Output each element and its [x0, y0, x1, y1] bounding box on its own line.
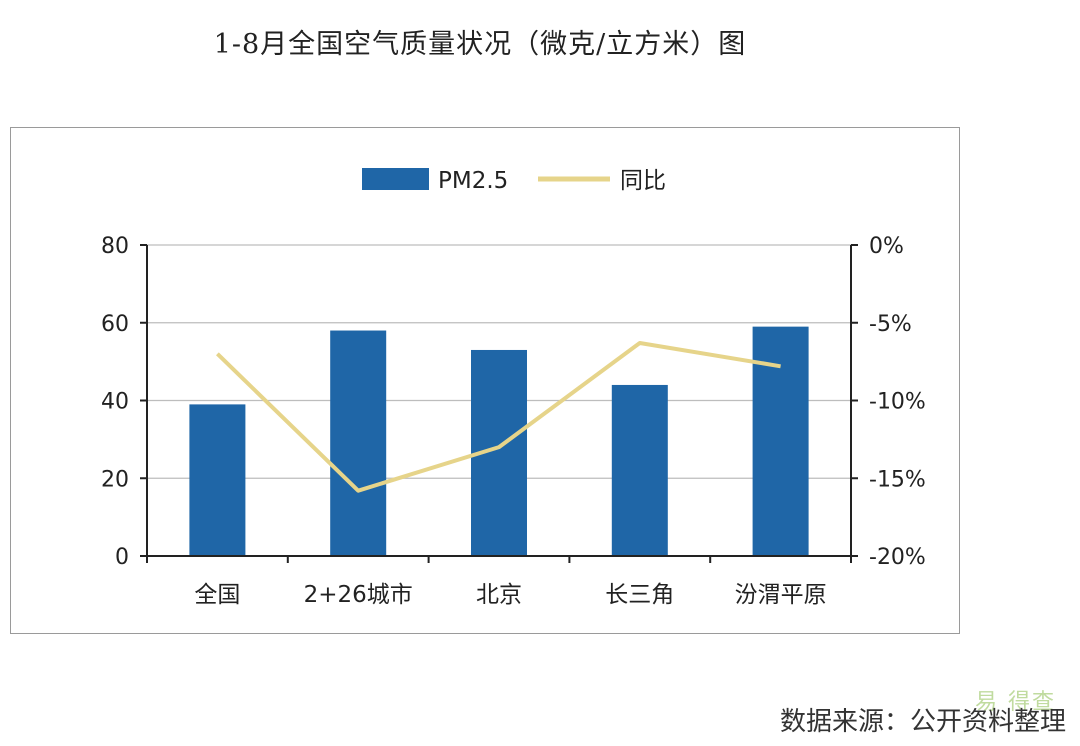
bar-2	[330, 330, 387, 556]
legend-label-pm25: PM2.5	[438, 168, 508, 194]
y2-tick-label: 0%	[869, 234, 904, 259]
legend-swatch-pm25	[362, 168, 429, 190]
x-tick-label: 2+26城市	[304, 582, 413, 608]
y-tick-label: 60	[101, 312, 129, 337]
chart-title: 1-8月全国空气质量状况（微克/立方米）图	[213, 29, 747, 60]
bar-1	[189, 404, 246, 556]
y2-tick-label: -15%	[869, 467, 926, 492]
y2-tick-label: -5%	[869, 312, 912, 337]
y-tick-label: 40	[101, 390, 129, 415]
x-tick-label: 汾渭平原	[735, 582, 827, 608]
watermark-logo: 易 得查	[975, 690, 1056, 715]
legend-label-yoy: 同比	[620, 168, 666, 194]
bar-4	[611, 384, 668, 556]
x-tick-label: 全国	[194, 582, 240, 608]
y2-tick-label: -10%	[869, 390, 926, 415]
x-tick-label: 北京	[476, 582, 522, 608]
source-note: 数据来源：公开资料整理	[779, 707, 1066, 737]
y-tick-label: 0	[115, 545, 129, 570]
y-tick-label: 20	[101, 467, 129, 492]
x-tick-label: 长三角	[605, 582, 674, 608]
y-tick-label: 80	[101, 234, 129, 259]
y2-tick-label: -20%	[869, 545, 926, 570]
